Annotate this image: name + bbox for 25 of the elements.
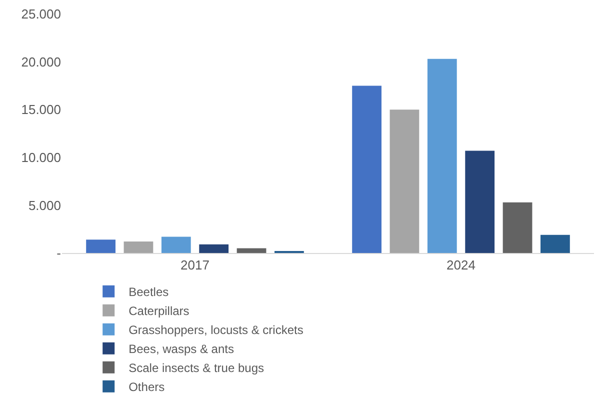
bar <box>199 244 229 253</box>
y-tick-label: 5.000 <box>28 198 61 213</box>
y-tick-label: 15.000 <box>21 102 61 118</box>
y-tick-label: 25.000 <box>21 6 61 22</box>
bar <box>352 86 382 253</box>
x-tick-label: 2024 <box>446 258 476 273</box>
legend-label: Grasshoppers, locusts & crickets <box>128 323 304 338</box>
bar <box>427 58 457 253</box>
legend-label: Scale insects & true bugs <box>128 361 264 376</box>
y-tick-label: - <box>56 246 61 261</box>
bar <box>502 202 532 253</box>
bar <box>390 110 420 253</box>
bar <box>236 248 266 253</box>
bar <box>465 150 495 253</box>
legend-label: Bees, wasps & ants <box>128 342 234 356</box>
x-tick-label: 2017 <box>180 258 210 273</box>
bar <box>86 240 116 253</box>
bar <box>124 242 154 253</box>
legend-label: Beetles <box>128 285 169 300</box>
legend-label: Caterpillars <box>128 304 190 318</box>
y-tick-label: 10.000 <box>21 150 61 165</box>
legend-label: Others <box>128 380 165 394</box>
y-tick-label: 20.000 <box>21 54 61 70</box>
bar <box>161 236 191 253</box>
bar <box>540 234 570 253</box>
